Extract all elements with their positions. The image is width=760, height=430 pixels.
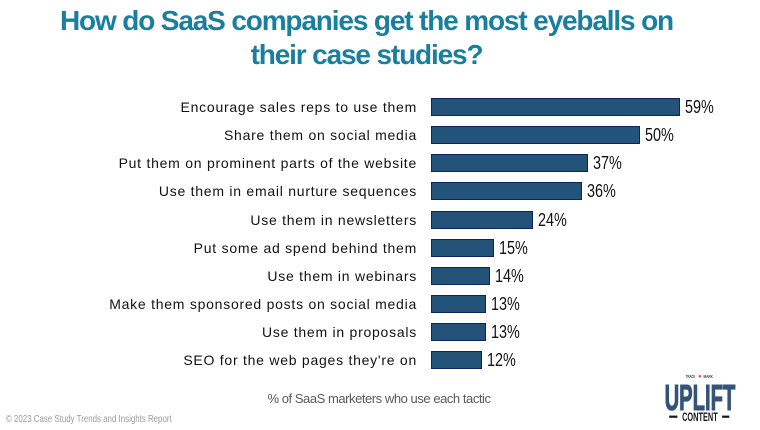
svg-text:CONTENT: CONTENT <box>682 412 718 424</box>
svg-text:MARK: MARK <box>704 374 714 379</box>
svg-text:UPLIFT: UPLIFT <box>665 377 736 418</box>
svg-text:TRACK: TRACK <box>686 374 696 379</box>
